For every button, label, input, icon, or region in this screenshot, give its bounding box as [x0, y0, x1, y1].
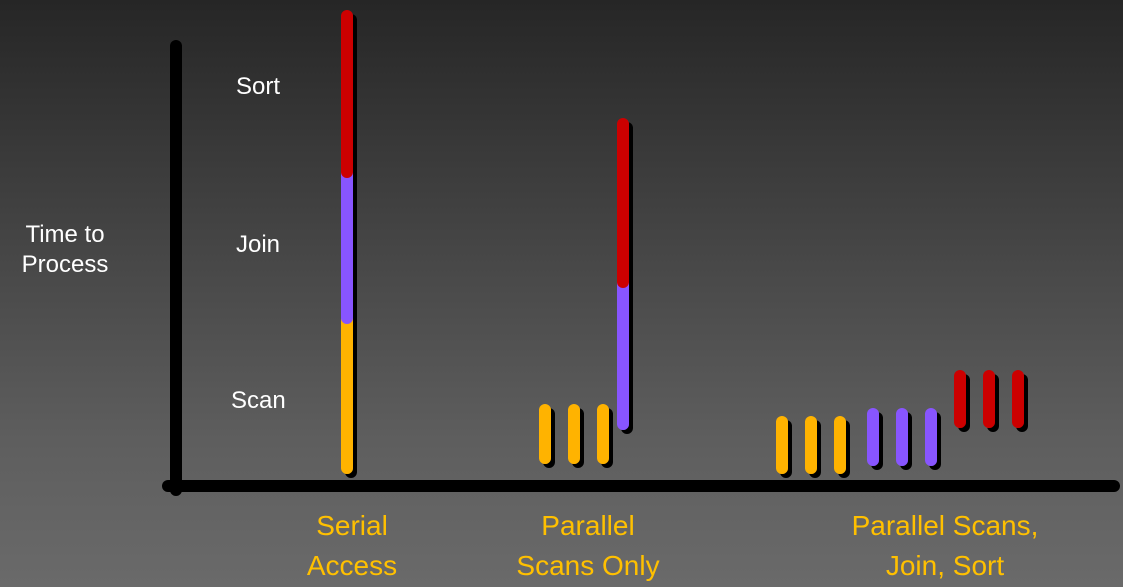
category-parallel-scans-line1: Parallel: [541, 510, 635, 541]
y-axis-label: Time to Process: [0, 220, 130, 280]
y-axis-label-line2: Process: [21, 251, 109, 278]
category-serial-line1: Serial: [316, 510, 388, 541]
category-serial-access: Serial Access: [272, 506, 432, 586]
category-serial-line2: Access: [306, 550, 398, 581]
y-axis-label-line1: Time to: [25, 221, 105, 248]
category-parallel-all-line1: Parallel Scans,: [851, 510, 1039, 541]
category-parallel-all-line2: Join, Sort: [885, 550, 1005, 581]
join-phase-label: Join: [236, 231, 281, 258]
category-parallel-scans-join-sort: Parallel Scans, Join, Sort: [810, 506, 1080, 586]
sort-phase-label: Sort: [236, 73, 281, 100]
category-parallel-scans-line2: Scans Only: [516, 550, 660, 581]
category-parallel-scans-only: Parallel Scans Only: [488, 506, 688, 586]
scan-phase-label: Scan: [231, 387, 286, 414]
